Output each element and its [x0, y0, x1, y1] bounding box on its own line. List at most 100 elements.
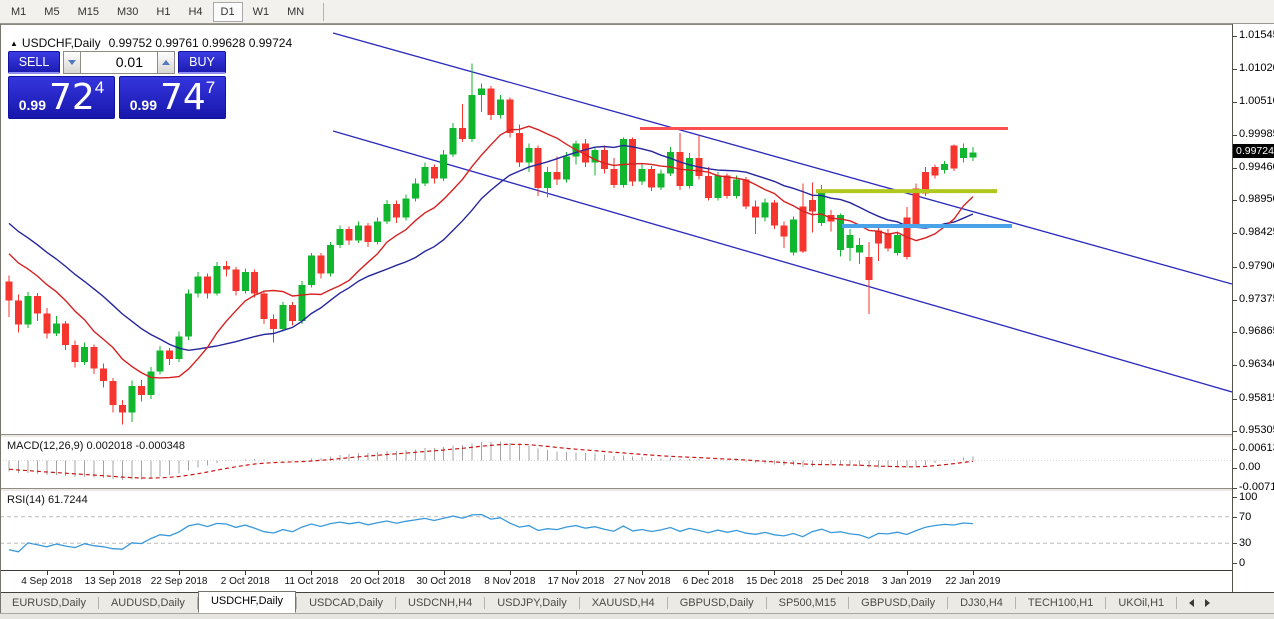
chart-tab-tech100[interactable]: TECH100,H1: [1027, 597, 1094, 609]
price-axis-label: 1.01545: [1239, 29, 1274, 41]
date-axis-tick: [642, 571, 644, 575]
tab-separator: [97, 597, 99, 609]
price-axis-tick: [1233, 266, 1237, 268]
sell-button[interactable]: SELL: [8, 51, 60, 74]
chart-tab-usdcnh[interactable]: USDCNH,H4: [408, 597, 473, 609]
chart-title-symbol: USDCHF,Daily: [21, 36, 101, 50]
timeframe-button-h1[interactable]: H1: [156, 5, 171, 18]
price-axis-label: 0.96865: [1239, 325, 1274, 338]
sell-price-box[interactable]: 0.99 72 4: [8, 76, 115, 119]
bottom-strip: [0, 613, 1274, 619]
date-axis-label: 17 Nov 2018: [547, 576, 605, 587]
date-axis-label: 4 Sep 2018: [21, 576, 73, 587]
chart-tab-dj30[interactable]: DJ30,H4: [960, 597, 1003, 609]
date-axis-label: 11 Oct 2018: [284, 576, 339, 587]
timeframe-button-m5[interactable]: M5: [44, 5, 60, 18]
price-axis-label: 0.99985: [1239, 127, 1274, 140]
date-axis-label: 20 Oct 2018: [350, 576, 405, 587]
timeframe-button-mn[interactable]: MN: [287, 5, 305, 18]
rsi-axis-tick: [1233, 497, 1237, 498]
date-axis-tick: [179, 571, 181, 575]
chart-tab-eurusd[interactable]: EURUSD,Daily: [12, 597, 86, 609]
buy-button[interactable]: BUY: [178, 51, 226, 74]
buy-price-box[interactable]: 0.99 74 7: [119, 76, 226, 119]
chart-title-ohlc: 0.99752 0.99761 0.99628 0.99724: [108, 36, 293, 50]
price-axis-tick: [1233, 398, 1237, 400]
price-axis-tick: [1233, 200, 1237, 202]
price-axis-tick: [1233, 69, 1237, 71]
chart-tab-sp500[interactable]: SP500,M15: [778, 597, 837, 609]
date-axis-label: 6 Dec 2018: [682, 576, 734, 587]
buy-price-point: 7: [205, 78, 216, 97]
macd-label: MACD(12,26,9) 0.002018 -0.000348: [7, 440, 185, 452]
buy-price-prefix: 0.99: [129, 97, 157, 113]
price-axis-tick: [1233, 233, 1237, 235]
date-axis-tick: [840, 571, 842, 575]
date-axis-label: 30 Oct 2018: [416, 576, 471, 587]
sell-price-point: 4: [94, 78, 105, 97]
rsi-label: RSI(14) 61.7244: [7, 494, 88, 506]
macd-chart-canvas[interactable]: [0, 437, 1232, 488]
price-chart-canvas[interactable]: [0, 25, 1232, 434]
date-axis-label: 2 Oct 2018: [220, 576, 270, 587]
date-axis-label: 25 Dec 2018: [812, 576, 869, 587]
tab-separator: [1105, 597, 1107, 609]
price-axis-label: 0.95305: [1239, 423, 1274, 436]
date-axis-tick: [906, 571, 908, 575]
volume-stepper: 0.01: [63, 51, 175, 74]
timeframe-button-h4[interactable]: H4: [188, 5, 203, 18]
date-axis-label: 8 Nov 2018: [484, 576, 536, 587]
chart-tab-ukoil[interactable]: UKOil,H1: [1118, 597, 1165, 609]
price-axis-label: 1.01020: [1239, 62, 1274, 75]
tab-separator: [765, 597, 767, 609]
date-axis-tick: [708, 571, 710, 575]
date-axis-label: 27 Nov 2018: [613, 576, 671, 587]
tab-separator: [395, 597, 397, 609]
chart-tab-usdchf[interactable]: USDCHF,Daily: [197, 591, 297, 613]
chart-tab-usdjpy[interactable]: USDJPY,Daily: [497, 597, 567, 609]
macd-axis-tick: [1233, 449, 1237, 450]
chart-tab-usdcad[interactable]: USDCAD,Daily: [309, 597, 384, 609]
timeframe-button-m1[interactable]: M1: [11, 5, 27, 18]
price-chart-panel: ▲ USDCHF,Daily 0.99752 0.99761 0.99628 0.9…: [0, 24, 1232, 434]
chart-tab-audusd[interactable]: AUDUSD,Daily: [110, 597, 185, 609]
price-axis-tick: [1233, 332, 1237, 334]
date-axis-tick: [972, 571, 974, 575]
date-axis-label: 22 Sep 2018: [150, 576, 208, 587]
rsi-axis-tick: [1233, 543, 1237, 545]
volume-field[interactable]: 0.01: [81, 51, 157, 74]
date-axis-tick: [509, 571, 511, 575]
macd-axis-label: -0.007142: [1239, 481, 1274, 493]
symbol-collapse-icon[interactable]: ▲: [10, 39, 18, 48]
tab-scroll-right-button[interactable]: [1199, 595, 1215, 611]
rsi-axis-label: 0: [1239, 557, 1246, 569]
chart-tab-gbpusd[interactable]: GBPUSD,Daily: [861, 597, 936, 609]
tab-separator: [1176, 597, 1178, 609]
timeframe-button-d1[interactable]: D1: [212, 1, 243, 22]
rsi-chart-canvas[interactable]: [0, 491, 1232, 570]
chart-tab-gbpusd[interactable]: GBPUSD,Daily: [679, 597, 754, 609]
one-click-trade-panel: SELL 0.01 BUY 0.99 72 4 0.99 74 7: [8, 51, 226, 119]
tab-separator: [196, 597, 198, 609]
macd-panel: MACD(12,26,9) 0.002018 -0.000348: [0, 437, 1232, 488]
chart-tab-xauusd[interactable]: XAUUSD,H4: [591, 597, 655, 609]
tab-separator: [947, 597, 949, 609]
timeframe-toolbar: M1 M5 M15 M30 H1 H4 D1 W1 MN: [0, 0, 1274, 24]
tab-scroll-left-button[interactable]: [1183, 595, 1199, 611]
timeframe-button-m15[interactable]: M15: [77, 5, 99, 18]
volume-decrease-button[interactable]: [63, 51, 81, 74]
timeframe-button-w1[interactable]: W1: [252, 5, 270, 18]
price-axis-tick: [1233, 430, 1237, 432]
timeframe-button-m30[interactable]: M30: [116, 5, 139, 18]
date-axis-tick: [112, 571, 114, 575]
tab-separator: [1014, 597, 1016, 609]
macd-axis-tick: [1233, 468, 1237, 469]
volume-increase-button[interactable]: [157, 51, 175, 74]
tab-separator: [848, 597, 850, 609]
date-axis[interactable]: 4 Sep 2018 13 Sep 2018 22 Sep 2018 2 Oct 20…: [0, 570, 1232, 592]
date-axis-tick: [46, 571, 48, 575]
